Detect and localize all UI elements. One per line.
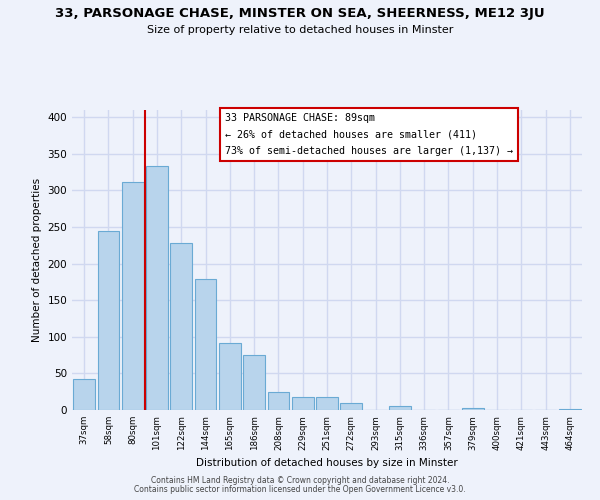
Bar [340, 404, 362, 410]
Bar [559, 408, 581, 410]
Text: Contains public sector information licensed under the Open Government Licence v3: Contains public sector information licen… [134, 485, 466, 494]
Bar [122, 182, 143, 410]
Bar [170, 243, 192, 410]
Bar [389, 406, 411, 410]
Y-axis label: Number of detached properties: Number of detached properties [32, 178, 42, 342]
Bar [219, 344, 241, 410]
X-axis label: Distribution of detached houses by size in Minster: Distribution of detached houses by size … [196, 458, 458, 468]
Bar [268, 392, 289, 410]
Text: Size of property relative to detached houses in Minster: Size of property relative to detached ho… [147, 25, 453, 35]
Bar [316, 397, 338, 410]
Text: 33 PARSONAGE CHASE: 89sqm
← 26% of detached houses are smaller (411)
73% of semi: 33 PARSONAGE CHASE: 89sqm ← 26% of detac… [225, 113, 513, 156]
Text: 33, PARSONAGE CHASE, MINSTER ON SEA, SHEERNESS, ME12 3JU: 33, PARSONAGE CHASE, MINSTER ON SEA, SHE… [55, 8, 545, 20]
Bar [462, 408, 484, 410]
Bar [194, 279, 217, 410]
Bar [292, 397, 314, 410]
Text: Contains HM Land Registry data © Crown copyright and database right 2024.: Contains HM Land Registry data © Crown c… [151, 476, 449, 485]
Bar [73, 378, 95, 410]
Bar [97, 230, 119, 410]
Bar [243, 355, 265, 410]
Bar [146, 166, 168, 410]
